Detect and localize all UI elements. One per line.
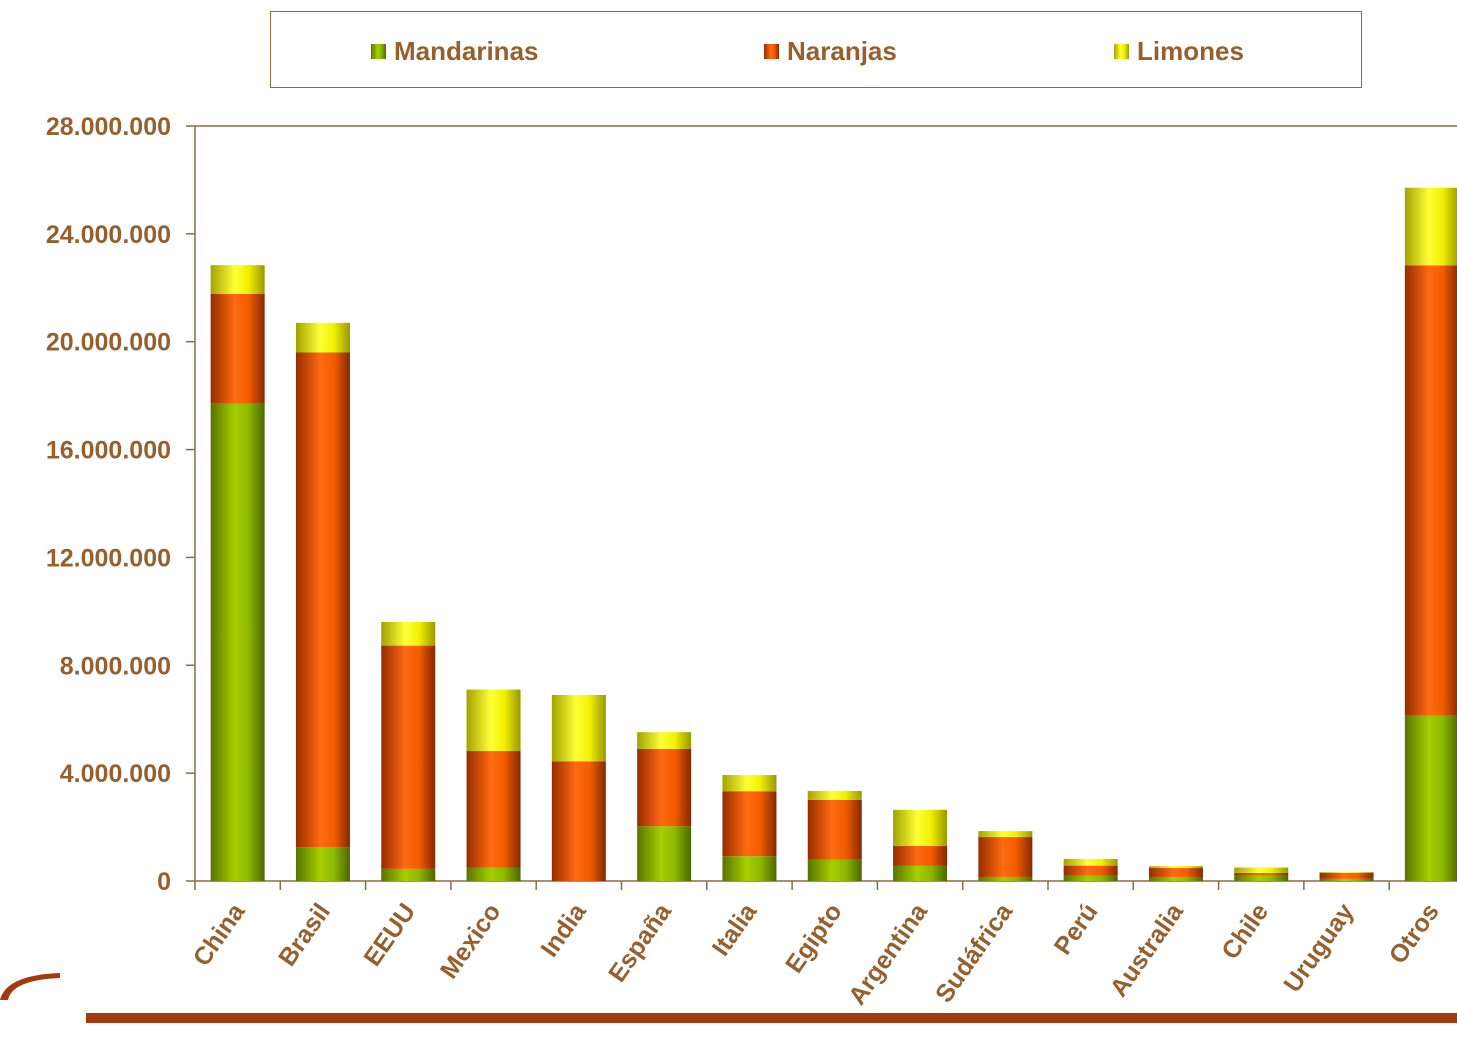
x-tick-label: Perú (1049, 898, 1104, 960)
y-tick-label: 16.000.000 (46, 437, 171, 465)
x-tick-label: España (603, 897, 678, 987)
bar-segment-limones-1 (295, 322, 350, 353)
bar-segment-mandarinas-12 (1234, 875, 1289, 881)
bar-segment-mandarinas-11 (1148, 876, 1203, 881)
bar-segment-mandarinas-14 (1404, 715, 1457, 881)
bar-segment-limones-3 (466, 689, 521, 752)
bar-segment-mandarinas-13 (1319, 878, 1374, 881)
bar-segment-limones-8 (893, 809, 948, 846)
x-tick-label: Italia (707, 897, 763, 961)
y-tick-label: 28.000.000 (46, 113, 171, 141)
footer-curve (0, 973, 60, 1000)
bar-segment-limones-4 (551, 694, 606, 762)
legend-swatch-naranjas (764, 44, 779, 59)
legend-item-mandarinas: Mandarinas (371, 36, 539, 67)
bar-segment-mandarinas-10 (1063, 875, 1118, 881)
bar-segment-limones-10 (1063, 858, 1118, 866)
x-tick-label: India (535, 897, 592, 962)
x-tick-label: Uruguay (1278, 898, 1359, 997)
bar-segment-limones-9 (978, 831, 1033, 838)
legend-label-limones: Limones (1137, 36, 1244, 66)
bar-segment-mandarinas-6 (722, 856, 777, 881)
bar-segment-mandarinas-1 (295, 847, 350, 881)
x-tick-label: Chile (1216, 898, 1274, 964)
bar-segment-limones-7 (807, 790, 862, 800)
bar-segment-naranjas-11 (1148, 868, 1203, 877)
x-tick-label: Otros (1384, 898, 1445, 969)
legend-label-naranjas: Naranjas (787, 36, 897, 66)
y-tick-label: 0 (157, 868, 171, 896)
bar-segment-limones-12 (1234, 867, 1289, 873)
x-tick-label: Brasil (273, 898, 336, 971)
x-tick-label: Sudáfrica (930, 897, 1019, 1007)
bar-segment-mandarinas-0 (210, 403, 265, 881)
bar-segment-limones-6 (722, 775, 777, 792)
y-tick-label: 8.000.000 (60, 652, 171, 680)
legend-label-mandarinas: Mandarinas (394, 36, 539, 66)
bar-segment-mandarinas-5 (637, 826, 692, 881)
bar-segment-naranjas-3 (466, 751, 521, 868)
bar-segment-limones-14 (1404, 187, 1457, 266)
bar-segment-mandarinas-8 (893, 865, 948, 881)
bar-segment-naranjas-13 (1319, 872, 1374, 879)
legend-swatch-limones (1114, 44, 1129, 59)
bar-segment-limones-5 (637, 732, 692, 749)
axes (186, 125, 1457, 890)
x-tick-label: China (188, 897, 251, 971)
bar-segment-naranjas-5 (637, 748, 692, 827)
bar-segment-limones-2 (381, 621, 436, 646)
bar-segment-mandarinas-2 (381, 868, 436, 881)
legend-item-limones: Limones (1114, 36, 1244, 67)
y-tick-label: 4.000.000 (60, 760, 171, 788)
x-tick-label: Australia (1105, 897, 1190, 1002)
x-tick-label: EEUU (358, 898, 421, 971)
bar-segment-naranjas-6 (722, 791, 777, 857)
bar-segment-mandarinas-9 (978, 876, 1033, 881)
bar-segment-naranjas-2 (381, 645, 436, 869)
legend-item-naranjas: Naranjas (764, 36, 897, 67)
bar-segment-limones-13 (1319, 872, 1374, 873)
x-tick-label: Egipto (780, 898, 848, 978)
legend-swatch-mandarinas (371, 44, 386, 59)
bar-segment-naranjas-14 (1404, 265, 1457, 716)
footer-decoration (0, 973, 1457, 1023)
bar-segment-naranjas-1 (295, 352, 350, 848)
bar-segment-naranjas-9 (978, 837, 1033, 877)
bar-segment-naranjas-10 (1063, 865, 1118, 876)
bar-segment-limones-0 (210, 265, 265, 294)
y-tick-label: 24.000.000 (46, 221, 171, 249)
bar-segment-naranjas-7 (807, 799, 862, 860)
bar-segment-naranjas-4 (551, 761, 606, 881)
bar-segment-naranjas-0 (210, 293, 265, 404)
chart-legend: Mandarinas Naranjas Limones (270, 11, 1362, 88)
footer-bar (86, 1013, 1457, 1023)
bar-segment-naranjas-12 (1234, 872, 1289, 876)
bar-segment-mandarinas-3 (466, 867, 521, 881)
bar-segment-naranjas-8 (893, 845, 948, 866)
bars (210, 187, 1457, 881)
y-tick-label: 12.000.000 (46, 544, 171, 572)
x-tick-label: Argentina (843, 897, 933, 1010)
bar-segment-limones-11 (1148, 866, 1203, 869)
y-tick-label: 20.000.000 (46, 329, 171, 357)
x-tick-label: Mexico (435, 898, 507, 983)
bar-segment-mandarinas-7 (807, 859, 862, 881)
